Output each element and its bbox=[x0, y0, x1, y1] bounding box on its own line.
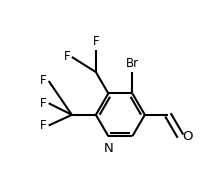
Text: F: F bbox=[40, 74, 47, 88]
Text: N: N bbox=[103, 142, 113, 155]
Text: F: F bbox=[40, 97, 47, 110]
Text: Br: Br bbox=[126, 57, 139, 70]
Text: F: F bbox=[63, 50, 70, 64]
Text: O: O bbox=[182, 130, 193, 143]
Text: F: F bbox=[40, 119, 47, 132]
Text: F: F bbox=[93, 35, 99, 48]
